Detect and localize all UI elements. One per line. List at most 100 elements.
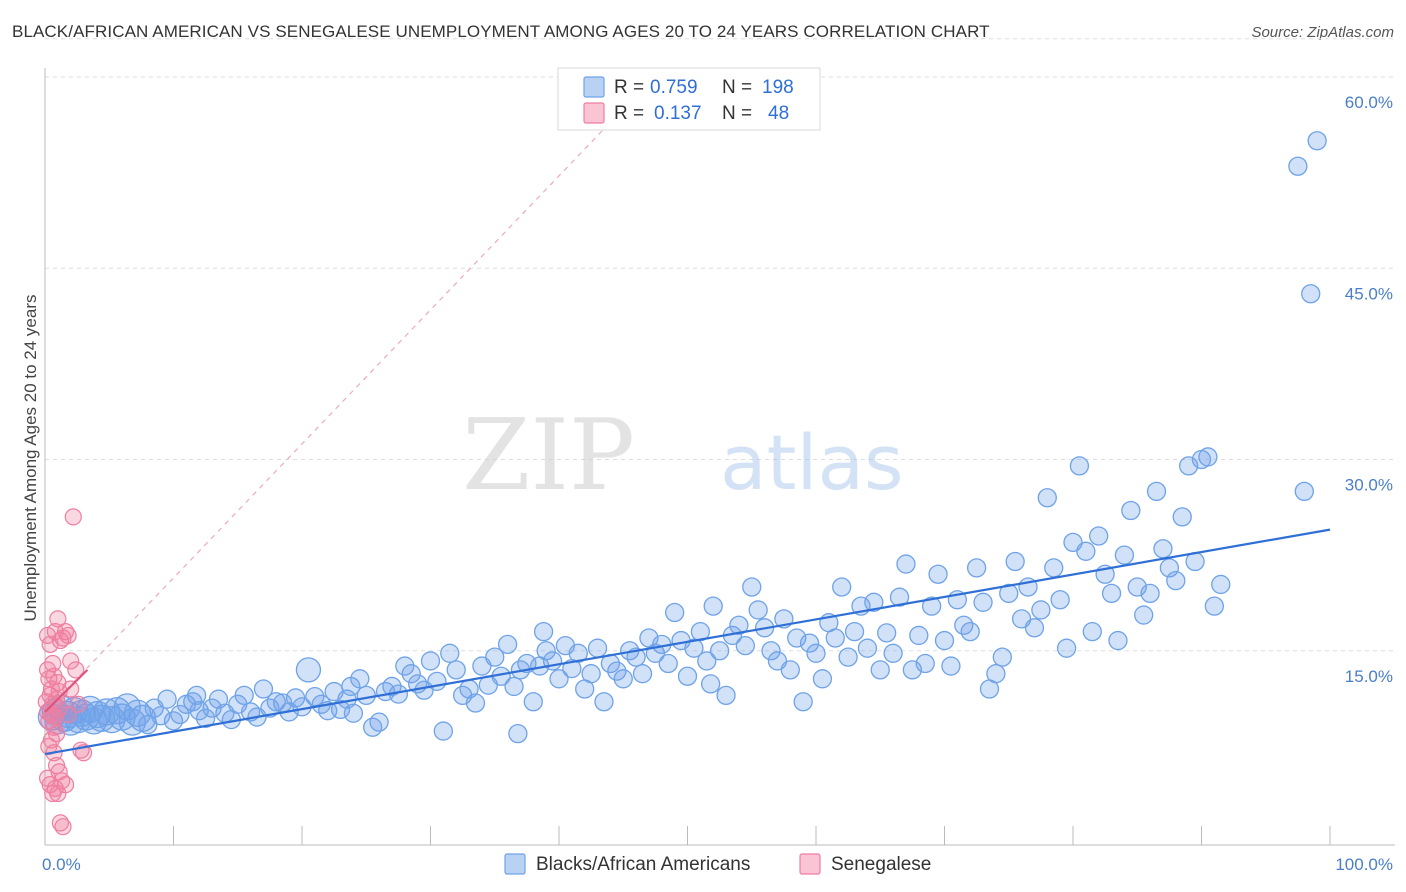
blue-point bbox=[877, 623, 897, 643]
blue-point bbox=[1294, 481, 1314, 502]
blacks-trend-line bbox=[44, 528, 1331, 756]
blue-point bbox=[369, 712, 389, 732]
legend-r-label-pink: R = bbox=[614, 103, 644, 124]
legend-n-value-pink: 48 bbox=[768, 103, 789, 124]
blue-point bbox=[1082, 621, 1102, 642]
blue-point bbox=[896, 554, 916, 574]
pink-point bbox=[50, 682, 68, 701]
blue-point bbox=[266, 692, 286, 712]
blue-point bbox=[1076, 541, 1096, 561]
blue-point bbox=[1198, 447, 1218, 467]
legend-swatch-pink bbox=[583, 102, 605, 124]
blue-point bbox=[295, 657, 322, 683]
blue-point bbox=[632, 664, 653, 684]
blue-point bbox=[440, 643, 460, 663]
legend-r-value-pink: 0.137 bbox=[654, 103, 702, 124]
y-tick-label-0: 15.0% bbox=[1345, 667, 1393, 686]
y-tick-label-2: 45.0% bbox=[1345, 284, 1393, 303]
blue-point bbox=[1069, 456, 1090, 476]
blue-point bbox=[420, 651, 441, 671]
pink-point bbox=[64, 508, 82, 526]
blue-point bbox=[966, 558, 987, 578]
y-tick-label-1: 30.0% bbox=[1345, 476, 1393, 495]
trend-lines bbox=[44, 528, 1331, 756]
pink-point bbox=[59, 626, 77, 645]
blue-point bbox=[401, 664, 421, 684]
top-legend: R = 0.759 N = 198 R = 0.137 N = 48 bbox=[557, 67, 821, 131]
blue-point bbox=[613, 669, 633, 689]
blue-point bbox=[1204, 596, 1224, 616]
pink-point bbox=[38, 661, 57, 679]
blue-point bbox=[761, 641, 781, 661]
watermark-zip: ZIP bbox=[462, 399, 635, 513]
blue-point bbox=[433, 721, 454, 741]
y-tick-label-3: 60.0% bbox=[1345, 93, 1393, 112]
blue-point bbox=[883, 643, 903, 663]
blue-point bbox=[928, 564, 948, 584]
blue-point bbox=[742, 577, 762, 597]
watermark: ZIP atlas bbox=[462, 399, 903, 513]
blue-point bbox=[1146, 481, 1167, 502]
blue-point bbox=[1140, 583, 1160, 604]
chart-title: BLACK/AFRICAN AMERICAN VS SENEGALESE UNE… bbox=[12, 22, 990, 41]
axes bbox=[44, 68, 1395, 846]
blue-point bbox=[446, 660, 466, 680]
blue-point bbox=[992, 647, 1012, 667]
blue-point bbox=[523, 692, 543, 712]
blue-point bbox=[363, 717, 383, 737]
blue-point bbox=[1089, 526, 1109, 546]
blue-point bbox=[1121, 500, 1141, 521]
blue-point bbox=[729, 615, 749, 635]
pink-point bbox=[40, 670, 58, 688]
blue-point bbox=[587, 638, 608, 658]
y-axis-label: Unemployment Among Ages 20 to 24 years bbox=[21, 295, 40, 622]
pink-point bbox=[59, 705, 77, 724]
blue-point bbox=[960, 621, 980, 642]
blue-point bbox=[1114, 545, 1135, 565]
blue-point bbox=[1031, 600, 1051, 620]
chart-source: Source: ZipAtlas.com bbox=[1251, 24, 1394, 41]
bottom-legend: Blacks/African Americans Senegalese bbox=[504, 853, 931, 875]
blue-point bbox=[870, 660, 890, 680]
blue-point bbox=[382, 676, 402, 697]
blue-point bbox=[1056, 638, 1077, 658]
blue-point bbox=[1108, 630, 1128, 651]
blue-point bbox=[157, 689, 177, 709]
blue-point bbox=[581, 664, 601, 684]
senegalese-trend-line bbox=[44, 669, 89, 713]
blue-point bbox=[986, 664, 1006, 684]
blue-point bbox=[934, 630, 955, 651]
blue-point bbox=[838, 647, 858, 667]
pink-point bbox=[69, 695, 88, 713]
pink-point bbox=[47, 725, 66, 743]
blue-point bbox=[508, 723, 528, 744]
blue-point bbox=[497, 634, 518, 655]
x-tick-label-0: 0.0% bbox=[42, 855, 81, 874]
blue-point bbox=[1166, 570, 1186, 591]
legend-r-value-blue: 0.759 bbox=[650, 77, 698, 98]
blue-point bbox=[748, 600, 768, 620]
blue-point bbox=[594, 692, 614, 712]
blue-point bbox=[857, 638, 878, 658]
blue-point bbox=[832, 577, 852, 597]
blue-point bbox=[973, 592, 993, 612]
pink-point bbox=[62, 652, 80, 670]
blue-point bbox=[1134, 605, 1154, 625]
senegalese-points bbox=[37, 508, 93, 836]
blue-point bbox=[341, 676, 361, 697]
blue-point bbox=[1050, 590, 1070, 610]
blue-point bbox=[703, 596, 723, 616]
blacks-points bbox=[37, 131, 1327, 744]
blue-point bbox=[806, 643, 826, 663]
blue-point bbox=[343, 703, 364, 723]
blue-point bbox=[793, 692, 813, 712]
blue-point bbox=[536, 641, 556, 661]
blue-point bbox=[607, 661, 627, 681]
blue-point bbox=[186, 685, 207, 706]
watermark-atlas: atlas bbox=[720, 418, 904, 507]
blue-point bbox=[208, 689, 229, 709]
legend-n-label-pink: N = bbox=[722, 103, 752, 124]
blue-point bbox=[700, 674, 721, 694]
blue-point bbox=[697, 651, 717, 671]
